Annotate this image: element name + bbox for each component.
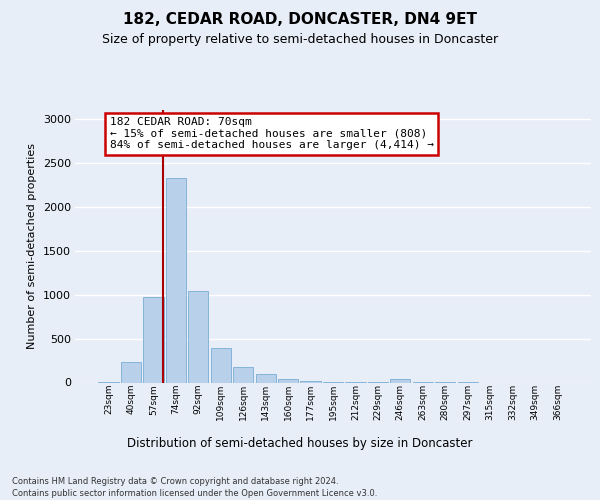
Y-axis label: Number of semi-detached properties: Number of semi-detached properties [27, 143, 37, 349]
Text: 182 CEDAR ROAD: 70sqm
← 15% of semi-detached houses are smaller (808)
84% of sem: 182 CEDAR ROAD: 70sqm ← 15% of semi-deta… [110, 117, 434, 150]
Text: Contains public sector information licensed under the Open Government Licence v3: Contains public sector information licen… [12, 489, 377, 498]
Bar [211, 348, 231, 382]
Text: Contains HM Land Registry data © Crown copyright and database right 2024.: Contains HM Land Registry data © Crown c… [12, 478, 338, 486]
Bar [256, 374, 276, 382]
Bar [143, 297, 164, 382]
Bar [166, 178, 186, 382]
Bar [390, 380, 410, 382]
Bar [278, 378, 298, 382]
Bar [233, 367, 253, 382]
Text: 182, CEDAR ROAD, DONCASTER, DN4 9ET: 182, CEDAR ROAD, DONCASTER, DN4 9ET [123, 12, 477, 28]
Bar [301, 380, 320, 382]
Bar [188, 291, 208, 382]
Text: Distribution of semi-detached houses by size in Doncaster: Distribution of semi-detached houses by … [127, 438, 473, 450]
Text: Size of property relative to semi-detached houses in Doncaster: Size of property relative to semi-detach… [102, 32, 498, 46]
Bar [121, 362, 141, 382]
